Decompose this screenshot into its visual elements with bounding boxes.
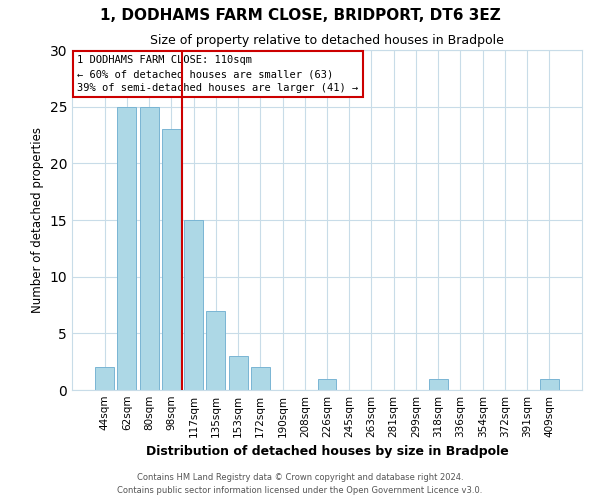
Bar: [206, 310, 225, 390]
Bar: [540, 378, 559, 390]
Bar: [140, 106, 158, 390]
Text: 1 DODHAMS FARM CLOSE: 110sqm
← 60% of detached houses are smaller (63)
39% of se: 1 DODHAMS FARM CLOSE: 110sqm ← 60% of de…: [77, 55, 358, 93]
Bar: [95, 368, 114, 390]
Text: Contains HM Land Registry data © Crown copyright and database right 2024.
Contai: Contains HM Land Registry data © Crown c…: [118, 473, 482, 495]
Bar: [429, 378, 448, 390]
Y-axis label: Number of detached properties: Number of detached properties: [31, 127, 44, 313]
Text: 1, DODHAMS FARM CLOSE, BRIDPORT, DT6 3EZ: 1, DODHAMS FARM CLOSE, BRIDPORT, DT6 3EZ: [100, 8, 500, 22]
Bar: [118, 106, 136, 390]
Bar: [317, 378, 337, 390]
Bar: [184, 220, 203, 390]
Bar: [162, 130, 181, 390]
X-axis label: Distribution of detached houses by size in Bradpole: Distribution of detached houses by size …: [146, 446, 508, 458]
Title: Size of property relative to detached houses in Bradpole: Size of property relative to detached ho…: [150, 34, 504, 48]
Bar: [251, 368, 270, 390]
Bar: [229, 356, 248, 390]
